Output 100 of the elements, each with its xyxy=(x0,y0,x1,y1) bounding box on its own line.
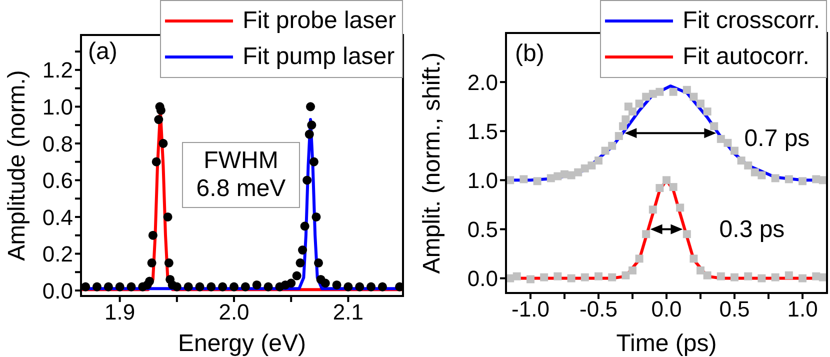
point xyxy=(302,176,312,185)
y-tick-label: 1.0 xyxy=(42,94,73,120)
point xyxy=(184,282,193,292)
point xyxy=(218,282,228,292)
point xyxy=(724,138,732,147)
point xyxy=(320,278,330,288)
point xyxy=(540,273,548,282)
point xyxy=(296,258,305,268)
x-tick-label: 0.0 xyxy=(651,296,682,322)
point xyxy=(92,282,102,292)
point xyxy=(580,273,589,282)
point xyxy=(286,278,296,288)
y-tick-label: 0.0 xyxy=(42,278,73,304)
point xyxy=(656,184,664,192)
point xyxy=(628,266,636,274)
annotation: (b) xyxy=(515,40,544,68)
point xyxy=(784,175,793,184)
y-tick-label: 0.5 xyxy=(467,217,498,242)
point xyxy=(628,107,636,116)
y-tick-label: 1.0 xyxy=(467,168,498,193)
point xyxy=(716,134,725,143)
point xyxy=(676,204,684,212)
point xyxy=(744,161,752,170)
point xyxy=(567,274,576,282)
y-tick-label: 0.0 xyxy=(467,266,498,292)
point xyxy=(635,254,644,263)
point xyxy=(642,230,650,238)
x-tick-label: 0.5 xyxy=(719,296,750,322)
point xyxy=(163,212,172,222)
point xyxy=(164,258,174,268)
x-tick-label: 2.0 xyxy=(218,300,250,325)
point xyxy=(690,92,698,101)
y-axis-title: Amplit. (norm., shift.) xyxy=(418,52,446,274)
point xyxy=(648,206,657,214)
y-axis-title: Amplitude (norm.) xyxy=(4,70,31,261)
point xyxy=(152,157,161,166)
point xyxy=(158,138,168,148)
x-tick-label: 2.1 xyxy=(332,300,364,325)
point xyxy=(355,282,364,292)
point xyxy=(703,107,712,116)
point xyxy=(292,271,302,280)
point xyxy=(533,177,542,186)
point xyxy=(298,246,308,255)
point xyxy=(81,282,90,292)
point xyxy=(662,176,670,184)
point xyxy=(148,230,158,240)
point xyxy=(332,280,342,290)
point xyxy=(264,282,273,292)
y-tick-label: 1.5 xyxy=(467,118,498,144)
point xyxy=(378,282,387,292)
point xyxy=(798,274,807,282)
x-axis-title: Energy (eV) xyxy=(178,330,306,357)
y-tick-label: 0.8 xyxy=(42,131,73,156)
point xyxy=(669,88,678,96)
legend-label: Fit autocorr. xyxy=(682,43,810,71)
annotation: 0.7 ps xyxy=(744,125,810,153)
point xyxy=(172,282,182,292)
y-tick-label: 1.2 xyxy=(42,58,73,83)
point xyxy=(512,272,521,280)
point xyxy=(703,271,712,280)
point xyxy=(690,254,698,263)
point xyxy=(716,272,725,280)
point xyxy=(642,92,650,101)
annotation: 0.3 ps xyxy=(719,216,785,244)
point xyxy=(758,171,766,180)
point xyxy=(344,282,353,292)
x-tick-label: -0.5 xyxy=(580,296,618,322)
point xyxy=(730,273,739,282)
x-tick-label: 1.9 xyxy=(104,300,136,325)
point xyxy=(635,100,644,108)
point xyxy=(520,175,528,184)
point xyxy=(309,157,318,166)
y-tick-label: 0.6 xyxy=(42,168,73,194)
point xyxy=(682,86,691,94)
point xyxy=(730,146,739,155)
point xyxy=(656,88,664,96)
point xyxy=(771,174,780,182)
point xyxy=(594,272,602,280)
point xyxy=(314,258,324,268)
point xyxy=(696,266,705,274)
point xyxy=(614,132,623,140)
point xyxy=(252,280,262,290)
point xyxy=(574,168,582,176)
point xyxy=(601,146,610,155)
point xyxy=(710,122,718,130)
point xyxy=(144,276,154,286)
point xyxy=(526,275,534,284)
y-tick-label: 2.0 xyxy=(467,70,498,95)
point xyxy=(608,142,616,150)
point xyxy=(366,282,376,292)
point xyxy=(588,161,596,170)
point xyxy=(307,120,316,130)
point xyxy=(306,102,316,112)
point xyxy=(744,272,752,280)
point xyxy=(758,274,766,282)
point xyxy=(154,115,164,124)
point xyxy=(798,177,807,186)
point xyxy=(737,156,746,165)
point xyxy=(300,222,310,231)
point xyxy=(304,130,314,139)
